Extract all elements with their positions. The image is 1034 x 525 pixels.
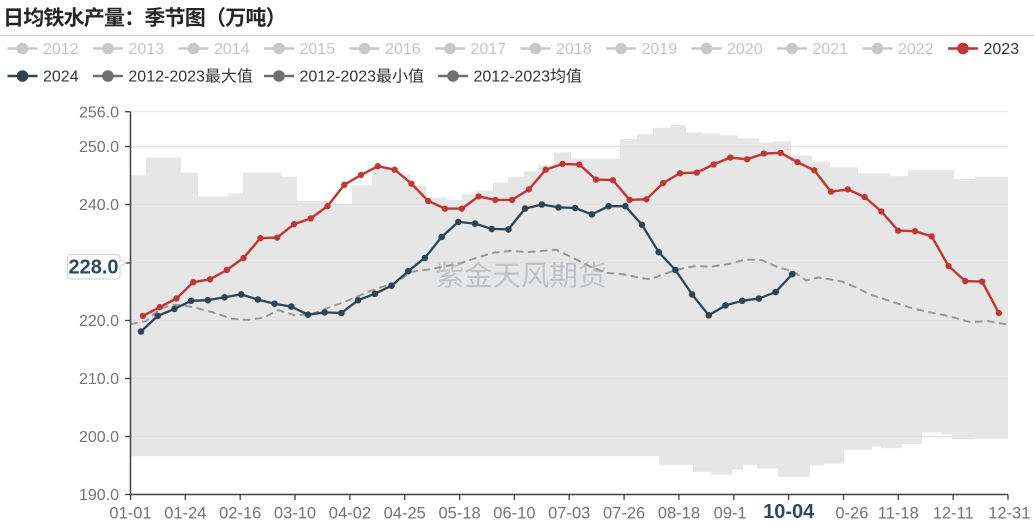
- svg-text:220.0: 220.0: [79, 313, 119, 330]
- svg-text:08-18: 08-18: [658, 505, 700, 523]
- svg-text:210.0: 210.0: [79, 371, 119, 388]
- svg-text:256.0: 256.0: [79, 104, 119, 121]
- svg-text:12-11: 12-11: [933, 505, 974, 523]
- svg-text:2015: 2015: [300, 41, 336, 58]
- svg-text:2022: 2022: [898, 41, 934, 58]
- svg-text:03-10: 03-10: [274, 505, 316, 523]
- svg-text:2019: 2019: [642, 41, 678, 58]
- svg-text:2014: 2014: [214, 41, 250, 58]
- svg-text:190.0: 190.0: [79, 487, 119, 504]
- svg-text:2017: 2017: [471, 41, 507, 58]
- svg-text:2018: 2018: [556, 41, 592, 58]
- svg-text:01-01: 01-01: [109, 505, 151, 523]
- svg-text:04-25: 04-25: [384, 505, 426, 523]
- svg-text:05-18: 05-18: [438, 505, 480, 523]
- svg-text:11-18: 11-18: [878, 505, 919, 523]
- svg-text:2016: 2016: [385, 41, 421, 58]
- svg-text:2012-2023: 2012-2023: [300, 69, 377, 86]
- svg-text:200.0: 200.0: [79, 429, 119, 446]
- svg-text:06-10: 06-10: [493, 505, 535, 523]
- svg-text:2024: 2024: [43, 69, 79, 86]
- svg-text:2021: 2021: [813, 41, 849, 58]
- svg-text:240.0: 240.0: [79, 197, 119, 214]
- svg-text:10-04: 10-04: [763, 501, 815, 523]
- svg-text:2012-2023: 2012-2023: [474, 69, 551, 86]
- svg-text:2013: 2013: [129, 41, 165, 58]
- svg-text:04-02: 04-02: [329, 505, 371, 523]
- svg-text:07-26: 07-26: [603, 505, 645, 523]
- svg-text:09-1: 09-1: [714, 505, 747, 523]
- svg-text:02-16: 02-16: [219, 505, 261, 523]
- svg-text:2012-2023: 2012-2023: [128, 69, 205, 86]
- svg-text:250.0: 250.0: [79, 139, 119, 156]
- svg-text:2012: 2012: [43, 41, 79, 58]
- svg-text:12-31: 12-31: [988, 505, 1030, 523]
- svg-text:2023: 2023: [984, 41, 1020, 58]
- svg-text:2020: 2020: [727, 41, 763, 58]
- svg-text:07-03: 07-03: [548, 505, 590, 523]
- svg-text:228.0: 228.0: [68, 257, 118, 279]
- svg-text:0-26: 0-26: [835, 505, 868, 523]
- svg-text:01-24: 01-24: [164, 505, 206, 523]
